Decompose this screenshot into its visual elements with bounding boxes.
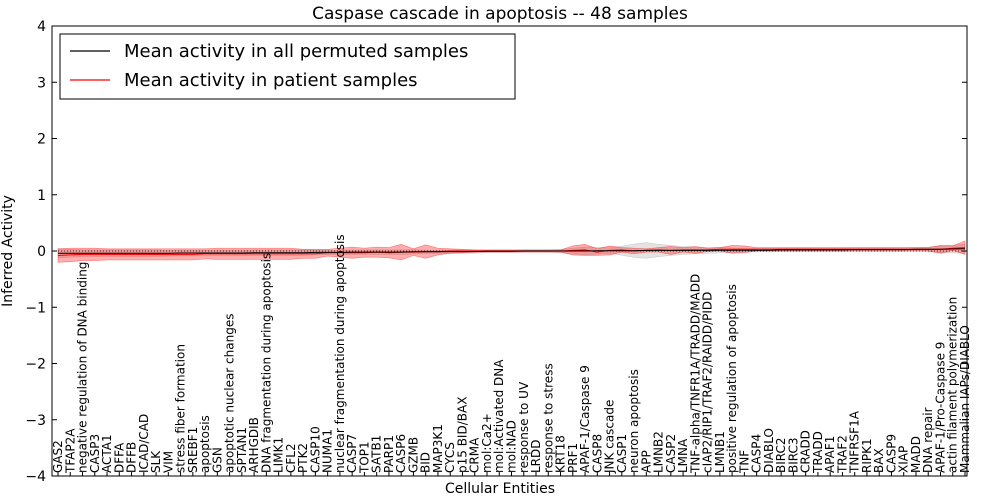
legend-label-patient: Mean activity in patient samples [124, 70, 418, 91]
x-tick-label: LMNB2 [652, 431, 666, 473]
x-tick-label: DIABLO [762, 428, 776, 473]
x-tick-label: DNA fragmentation during apoptosis [259, 253, 273, 473]
legend-box [59, 33, 516, 100]
x-tick-label: APAF-1/Caspase 9 [578, 365, 592, 473]
x-tick-label: DFFA [112, 442, 126, 473]
x-tick-label: apoptotic nuclear changes [223, 314, 237, 473]
y-tick-label: 4 [37, 19, 46, 35]
x-tick-label: PRF1 [566, 443, 580, 473]
x-tick-label: response to stress [541, 363, 555, 473]
x-tick-label: CASP9 [885, 434, 899, 473]
x-tick-label: CASP3 [88, 434, 102, 473]
x-tick-label: nuclear fragmentation during apoptosis [333, 234, 347, 473]
x-tick-label: negative regulation of DNA binding [76, 262, 90, 473]
x-tick-label: LMNA [676, 438, 690, 473]
band-permuted [57, 242, 966, 259]
x-tick-label: mol:NAD [505, 420, 519, 473]
chart-title: Caspase cascade in apoptosis -- 48 sampl… [312, 4, 688, 24]
x-tick-label: LMNB1 [713, 431, 727, 473]
x-tick-label: JNK cascade [603, 400, 617, 474]
x-tick-label: SREBF1 [186, 427, 200, 473]
x-tick-label: MAP3K1 [431, 424, 445, 473]
x-tick-label: apoptosis [198, 415, 212, 473]
x-tick-label: CYCS [443, 442, 457, 473]
x-tick-label: APAF1 [823, 436, 837, 473]
legend: Mean activity in all permuted samples Me… [59, 33, 516, 100]
x-tick-label: neuron apoptosis [627, 369, 641, 473]
x-tick-label: PARP1 [382, 435, 396, 473]
x-tick-label: SLK [149, 450, 163, 473]
y-axis: −4 −3 −2 −1 0 1 2 3 4 [25, 19, 967, 485]
y-axis-label: Inferred Activity [0, 195, 16, 307]
x-tick-label: CASP4 [750, 434, 764, 473]
x-tick-label: mol:Ca2+ [480, 413, 494, 473]
x-axis-label: Cellular Entities [445, 481, 555, 497]
x-tick-label: BAX [872, 448, 886, 473]
x-tick-label: mol:Activated DNA [492, 359, 506, 473]
x-tick-label: TNF [737, 450, 751, 474]
x-tick-label: NUMA1 [321, 429, 335, 473]
y-tick-label: −4 [25, 469, 46, 485]
x-tick-label: GSN [210, 447, 224, 473]
x-tick-label: CASP7 [345, 434, 359, 473]
lines-layer [52, 247, 967, 256]
x-tick-label: CASP10 [308, 426, 322, 473]
x-tick-label: LRDD [529, 439, 543, 473]
x-tick-label: Mammalian IAPs/DIABLO [958, 325, 972, 473]
x-tick-label: SPTAN1 [235, 427, 249, 473]
x-tick-label: BID [419, 452, 433, 473]
line-permuted [58, 248, 966, 254]
x-tick-label: TNFRSF1A [848, 410, 862, 474]
x-tick-label: CASP2 [664, 434, 678, 473]
x-tick-label: CASP6 [394, 434, 408, 473]
x-tick-label: ICAD/CAD [137, 414, 151, 473]
x-tick-label: GAS2 [51, 440, 65, 473]
y-tick-label: 0 [37, 244, 46, 260]
y-tick-label: 3 [37, 75, 46, 91]
x-tick-label: CFL2 [284, 443, 298, 473]
x-tick-label: ARHGDIB [247, 417, 261, 473]
x-tick-label: SATB1 [370, 435, 384, 473]
legend-label-permuted: Mean activity in all permuted samples [124, 41, 468, 62]
x-tick-label: APAF-1/Pro-Caspase 9 [934, 342, 948, 473]
x-tick-label: BIRC3 [786, 437, 800, 473]
x-tick-label: actin filament polymerization [946, 297, 960, 473]
x-tick-label: XIAP [897, 446, 911, 473]
x-tick-label: BIRC2 [774, 437, 788, 473]
x-tick-label: MADD [909, 436, 923, 473]
x-tick-label: PTK2 [296, 443, 310, 473]
x-tick-label: APP [639, 450, 653, 473]
x-tick-label: positive regulation of apoptosis [725, 284, 739, 473]
y-tick-label: 2 [37, 132, 46, 148]
x-tick-label: TRAF2 [835, 435, 849, 474]
y-tick-label: −3 [25, 413, 46, 429]
x-tick-label: TRADD [811, 431, 825, 474]
x-tick-label: RIPK1 [860, 438, 874, 473]
x-tick-label: TOP1 [357, 441, 371, 474]
y-tick-label: 1 [37, 188, 46, 204]
x-tick-label: CASP1 [615, 434, 629, 473]
x-tick-label: GZMB [406, 437, 420, 473]
x-tick-label: DFFB [125, 442, 139, 473]
x-tick-label: VIM [161, 451, 175, 473]
x-tick-label: TNF-alpha/TNFR1A/TRADD/MADD [688, 274, 702, 474]
x-tick-label: CRADD [799, 430, 813, 473]
x-tick-label: p15 BID/BAX [456, 397, 470, 473]
x-tick-label: DNA repair [921, 407, 935, 473]
x-tick-label: TFAP2A [63, 428, 77, 474]
x-tick-label: LIMK1 [272, 437, 286, 473]
x-tick-label: stress fiber formation [174, 344, 188, 473]
x-tick-label: ACTA1 [100, 434, 114, 473]
x-tick-label: CASP8 [590, 434, 604, 473]
x-tick-label: KRT18 [554, 435, 568, 473]
x-tick-label: CRMA [468, 437, 482, 473]
x-tick-label: cIAP2/RIP1/TRAF2/RAIDD/PIDD [701, 292, 715, 473]
y-tick-label: −1 [25, 300, 46, 316]
x-tick-label: response to UV [517, 381, 531, 473]
y-tick-label: −2 [25, 357, 46, 373]
